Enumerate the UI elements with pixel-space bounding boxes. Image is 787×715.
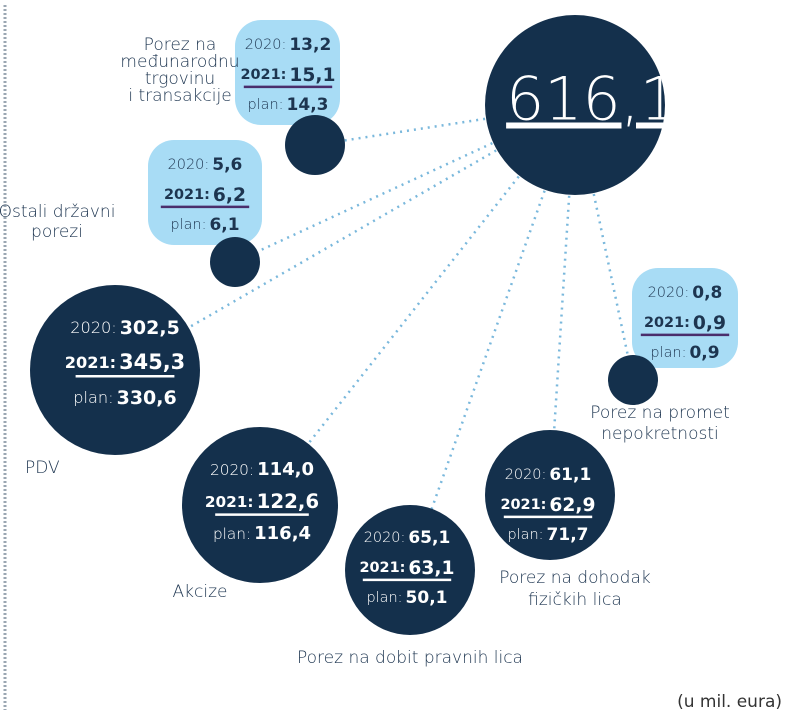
row-value: 65,1 — [408, 528, 450, 548]
row-value: 330,6 — [117, 387, 177, 409]
row-value: 5,6 — [212, 155, 242, 175]
item-label: fizičkih lica — [528, 590, 622, 610]
unit-note: (u mil. eura) — [677, 692, 782, 712]
row-label: plan: — [73, 388, 113, 407]
bubble — [608, 355, 658, 405]
value-row: 2020: 114,0 — [210, 459, 314, 480]
row-label: plan: — [650, 345, 686, 361]
value-box — [235, 20, 340, 125]
value-row: 2021: 63,1 — [359, 558, 454, 579]
item-label: i transakcije — [128, 86, 231, 106]
value-row: 2020: 302,5 — [70, 317, 180, 339]
row-value: 0,9 — [693, 313, 726, 334]
row-value: 15,1 — [289, 65, 335, 86]
bubble — [485, 430, 615, 560]
value-row: plan: 6,1 — [170, 215, 239, 235]
row-value: 6,2 — [213, 185, 246, 206]
row-value: 13,2 — [289, 35, 331, 55]
row-label: 2021: — [65, 353, 116, 372]
value-row: plan: 14,3 — [248, 95, 329, 115]
row-value: 50,1 — [406, 588, 448, 608]
item-label: Porez na — [144, 35, 217, 55]
item-label: porezi — [31, 222, 83, 242]
row-label: 2021: — [240, 67, 286, 83]
row-value: 302,5 — [120, 317, 180, 339]
item-label: Porez na dobit pravnih lica — [297, 648, 523, 668]
value-box — [632, 268, 738, 368]
row-label: 2020: — [210, 461, 254, 479]
value-row: 2020: 65,1 — [364, 528, 451, 548]
item-label: Akcize — [173, 582, 228, 602]
row-value: 63,1 — [408, 558, 454, 579]
row-label: plan: — [213, 525, 251, 543]
row-label: plan: — [248, 97, 284, 113]
connector — [573, 104, 635, 381]
value-row: 2021: 15,1 — [240, 65, 335, 86]
connector — [114, 103, 576, 372]
value-row: 2020: 61,1 — [505, 465, 592, 485]
value-row: 2021: 6,2 — [164, 185, 246, 206]
row-label: 2021: — [205, 493, 254, 511]
bubble — [285, 115, 345, 175]
bubble — [345, 505, 475, 635]
value-row: 2021: 122,6 — [205, 490, 319, 513]
row-value: 61,1 — [549, 465, 591, 485]
bubble — [30, 285, 200, 455]
value-row: 2021: 345,3 — [65, 350, 185, 374]
item-label: međunarodnu — [120, 52, 239, 72]
row-label: plan: — [170, 217, 206, 233]
row-value: 122,6 — [257, 490, 320, 513]
value-row: 2021: 0,9 — [644, 313, 726, 334]
row-value: 62,9 — [549, 495, 595, 516]
value-row: plan: 50,1 — [367, 588, 448, 608]
value-row: plan: 0,9 — [650, 343, 719, 363]
value-box — [148, 140, 262, 245]
row-label: 2021: — [500, 497, 546, 513]
value-row: 2021: 62,9 — [500, 495, 595, 516]
row-label: 2020: — [168, 157, 210, 173]
total-circle — [485, 15, 665, 195]
row-label: plan: — [508, 527, 544, 543]
row-label: 2020: — [245, 37, 287, 53]
row-value: 0,9 — [689, 343, 719, 363]
bubble — [182, 427, 338, 583]
value-row: plan: 71,7 — [508, 525, 589, 545]
row-label: 2020: — [505, 467, 547, 483]
row-label: 2021: — [359, 560, 405, 576]
row-label: 2020: — [70, 318, 117, 337]
row-label: 2021: — [164, 187, 210, 203]
row-value: 14,3 — [287, 95, 329, 115]
value-row: 2020: 5,6 — [168, 155, 243, 175]
item-label: trgovinu — [145, 69, 215, 89]
item-label: Porez na dohodak — [499, 568, 651, 588]
connector — [408, 104, 577, 571]
item-label: PDV — [25, 458, 60, 478]
item-label: nepokretnosti — [601, 424, 718, 444]
row-value: 114,0 — [257, 459, 314, 480]
value-row: 2020: 13,2 — [245, 35, 332, 55]
row-label: 2021: — [644, 315, 690, 331]
row-value: 0,8 — [692, 283, 722, 303]
row-label: 2020: — [364, 530, 406, 546]
item-label: Porez na promet — [590, 403, 730, 423]
row-label: 2020: — [648, 285, 690, 301]
item-label: Ostali državni — [0, 202, 115, 222]
row-value: 345,3 — [119, 350, 185, 374]
row-value: 6,1 — [209, 215, 239, 235]
bubble — [210, 237, 260, 287]
row-value: 71,7 — [547, 525, 589, 545]
row-value: 116,4 — [254, 523, 311, 544]
value-row: plan: 330,6 — [73, 387, 176, 409]
row-label: plan: — [367, 590, 403, 606]
total-value: 616,1 — [506, 65, 678, 135]
value-row: plan: 116,4 — [213, 523, 311, 544]
value-row: 2020: 0,8 — [648, 283, 723, 303]
